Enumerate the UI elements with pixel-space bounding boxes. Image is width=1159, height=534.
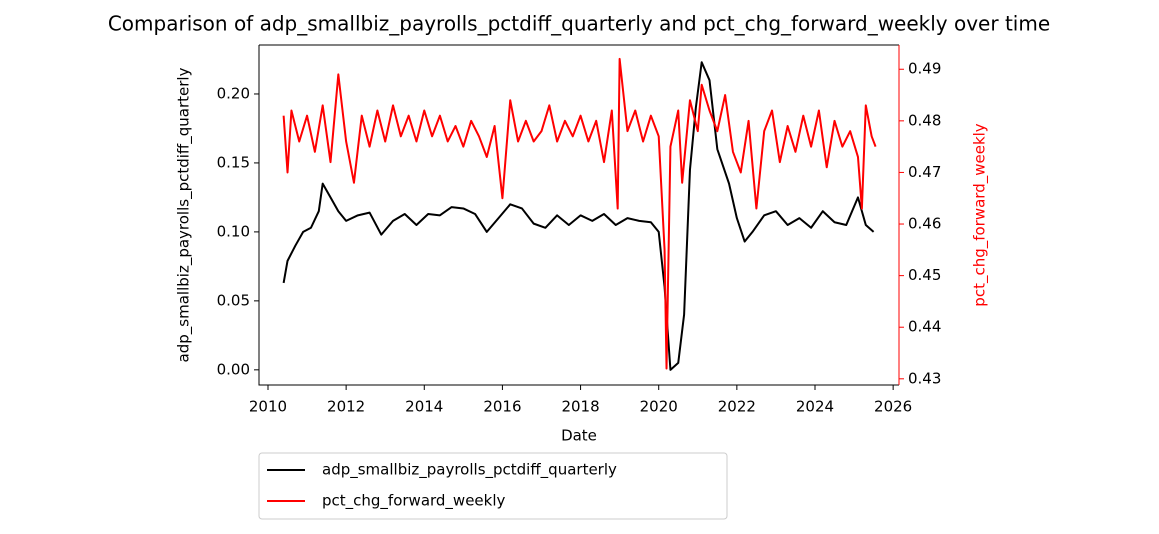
chart-title: Comparison of adp_smallbiz_payrolls_pctd… — [108, 12, 1050, 36]
y2-tick-label: 0.48 — [908, 111, 941, 129]
y-tick-label: 0.10 — [217, 222, 250, 240]
series-line — [282, 61, 875, 371]
x-tick-label: 2010 — [249, 398, 287, 416]
y-axis-label: adp_smallbiz_payrolls_pctdiff_quarterly — [175, 67, 194, 362]
y2-axis-label: pct_chg_forward_weekly — [971, 123, 990, 307]
x-tick-label: 2020 — [640, 398, 678, 416]
y2-tick-label: 0.45 — [908, 266, 941, 284]
y2-tick-label: 0.43 — [908, 369, 941, 387]
legend-label: adp_smallbiz_payrolls_pctdiff_quarterly — [322, 461, 617, 480]
x-tick-label: 2024 — [796, 398, 834, 416]
y2-tick-label: 0.49 — [908, 60, 941, 78]
x-tick-label: 2012 — [327, 398, 365, 416]
axes-frame — [258, 44, 899, 386]
x-tick-label: 2026 — [874, 398, 912, 416]
series-line — [282, 57, 877, 370]
legend-box — [258, 452, 728, 520]
y-tick-label: 0.00 — [217, 360, 250, 378]
x-tick-label: 2016 — [483, 398, 521, 416]
x-tick-label: 2014 — [405, 398, 443, 416]
x-axis-label: Date — [561, 427, 597, 445]
legend-label: pct_chg_forward_weekly — [322, 492, 506, 511]
x-tick-label: 2018 — [561, 398, 599, 416]
y-tick-label: 0.20 — [217, 84, 250, 102]
y-tick-label: 0.15 — [217, 153, 250, 171]
y2-tick-label: 0.46 — [908, 215, 941, 233]
y2-tick-label: 0.47 — [908, 163, 941, 181]
x-tick-label: 2022 — [718, 398, 756, 416]
y2-tick-label: 0.44 — [908, 318, 941, 336]
y-tick-label: 0.05 — [217, 291, 250, 309]
